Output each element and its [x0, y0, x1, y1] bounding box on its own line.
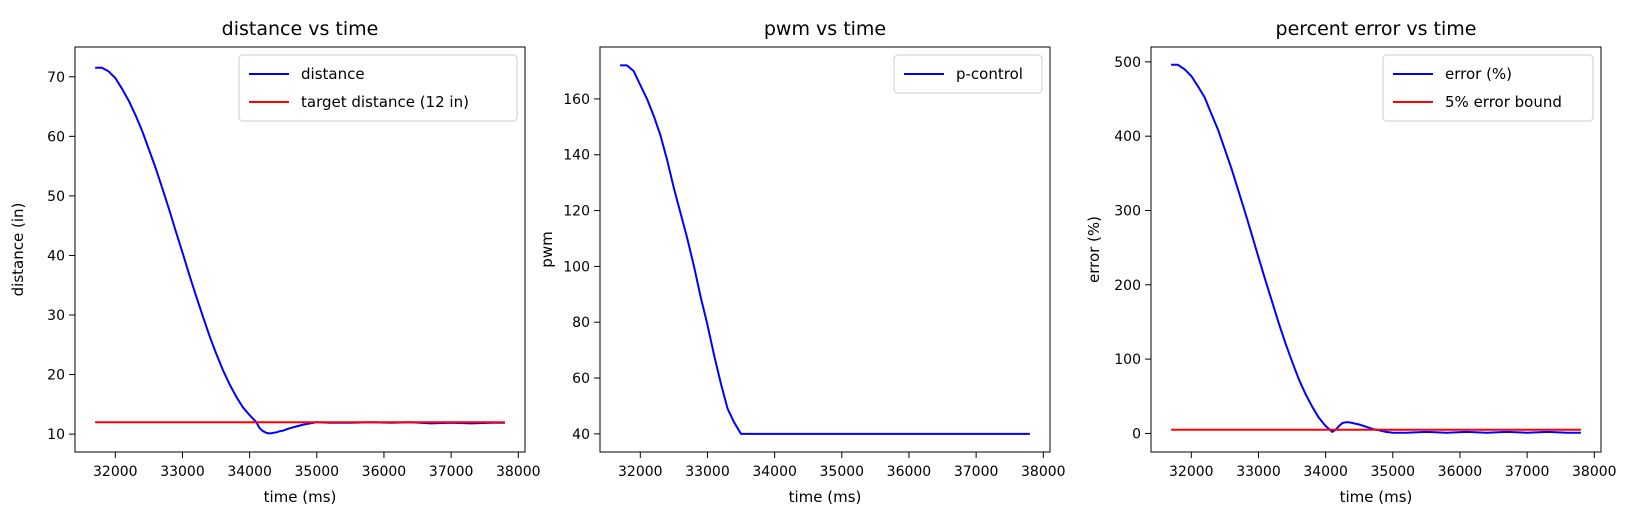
x-tick-label: 32000 [618, 464, 663, 480]
y-tick-label: 300 [1114, 203, 1141, 219]
x-tick-label: 33000 [685, 464, 730, 480]
legend: distance target distance (12 in) [238, 54, 518, 122]
x-tick-label: 33000 [1236, 464, 1281, 480]
legend-box [238, 54, 518, 122]
x-axis-label: time (ms) [789, 488, 862, 506]
axes-frame [74, 46, 526, 453]
y-tick-label: 500 [1114, 55, 1141, 71]
x-tick-label: 32000 [93, 464, 138, 480]
x-tick-label: 37000 [1505, 464, 1550, 480]
y-tick-label: 10 [47, 427, 65, 443]
x-tick-label: 36000 [362, 464, 407, 480]
y-axis-label: pwm [538, 231, 556, 267]
legend: p-control [893, 54, 1043, 94]
y-axis-label: distance (in) [9, 203, 27, 297]
legend: error (%) 5% error bound [1382, 54, 1594, 122]
chart-panel-3: percent error vs time 32000 33000 34000 3500… [1085, 18, 1617, 506]
legend-box [1382, 54, 1594, 122]
chart-panel-2: pwm vs time 32000 33000 34000 35000 36000 3700… [538, 18, 1066, 506]
x-tick-label: 38000 [1572, 464, 1617, 480]
y-tick-label: 160 [563, 92, 590, 108]
chart-panel-1: distance vs time 32000 33000 34000 35000 3600… [9, 18, 541, 506]
x-tick-label: 37000 [429, 464, 474, 480]
x-tick-label: 38000 [496, 464, 541, 480]
y-tick-label: 120 [563, 204, 590, 220]
x-tick-label: 34000 [227, 464, 272, 480]
legend-label: target distance (12 in) [301, 93, 469, 111]
y-tick-label: 100 [563, 259, 590, 275]
y-tick-label: 100 [1114, 352, 1141, 368]
x-tick-label: 32000 [1169, 464, 1214, 480]
chart-title: percent error vs time [1276, 18, 1477, 40]
y-tick-label: 60 [47, 129, 65, 145]
series-line-1 [620, 64, 1030, 435]
y-tick-label: 50 [47, 189, 65, 205]
y-tick-label: 40 [572, 427, 590, 443]
legend-box [893, 54, 1043, 94]
x-tick-label: 37000 [954, 464, 999, 480]
x-axis-label: time (ms) [264, 488, 337, 506]
y-tick-label: 0 [1132, 426, 1141, 442]
x-tick-label: 36000 [887, 464, 932, 480]
axes-frame [599, 46, 1051, 453]
legend-label: distance [301, 65, 365, 83]
x-tick-label: 35000 [1371, 464, 1416, 480]
y-tick-label: 40 [47, 248, 65, 264]
x-tick-label: 35000 [820, 464, 865, 480]
y-axis-label: error (%) [1085, 216, 1103, 283]
y-tick-label: 200 [1114, 278, 1141, 294]
x-tick-label: 33000 [160, 464, 205, 480]
y-tick-label: 20 [47, 368, 65, 384]
y-tick-label: 140 [563, 148, 590, 164]
series-line-1 [95, 66, 505, 435]
axes-frame [1150, 46, 1602, 453]
y-tick-label: 30 [47, 308, 65, 324]
x-tick-label: 38000 [1021, 464, 1066, 480]
chart-title: distance vs time [222, 18, 379, 40]
x-axis-label: time (ms) [1340, 488, 1413, 506]
y-tick-label: 400 [1114, 129, 1141, 145]
y-tick-label: 70 [47, 70, 65, 86]
x-tick-label: 35000 [295, 464, 340, 480]
legend-label: 5% error bound [1445, 93, 1562, 111]
x-tick-label: 34000 [752, 464, 797, 480]
x-tick-label: 34000 [1303, 464, 1348, 480]
y-tick-label: 60 [572, 371, 590, 387]
chart-title: pwm vs time [764, 18, 886, 40]
legend-label: error (%) [1445, 65, 1512, 83]
x-tick-label: 36000 [1438, 464, 1483, 480]
legend-label: p-control [956, 65, 1023, 83]
y-tick-label: 80 [572, 315, 590, 331]
